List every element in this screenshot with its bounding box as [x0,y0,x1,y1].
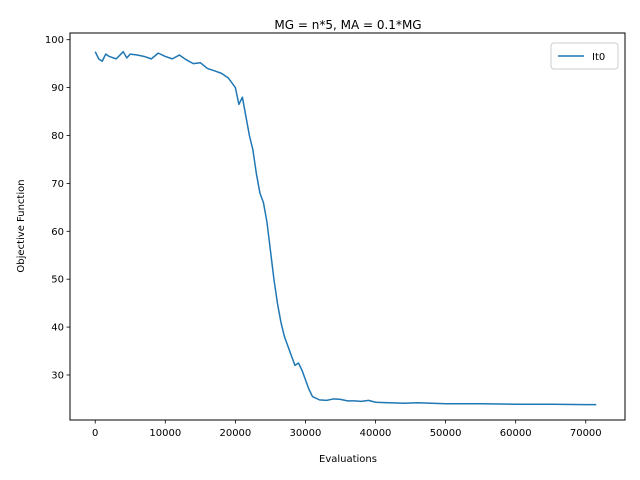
legend-label-it0: It0 [592,52,605,63]
legend-box [550,42,619,70]
y-tick-label: 80 [51,131,64,142]
x-tick-label: 10000 [149,428,181,439]
y-axis-label: Objective Function [16,179,27,272]
x-tick-label: 0 [92,428,98,439]
plot-frame [69,32,626,421]
legend: It0 [550,42,619,70]
y-tick-label: 90 [51,83,64,94]
chart-title: MG = n*5, MA = 0.1*MG [274,18,421,32]
y-tick-label: 40 [51,323,64,334]
x-tick-label: 30000 [290,428,322,439]
y-tick-label: 70 [51,179,64,190]
y-tick-label: 100 [45,35,64,46]
y-tick-label: 50 [51,275,64,286]
y-tick-label: 30 [51,370,64,381]
x-axis-label: Evaluations [319,454,377,465]
series-line-it0 [94,50,597,406]
y-tick-label: 60 [51,227,64,238]
x-tick-label: 60000 [500,428,532,439]
plot-area [70,33,625,420]
x-tick-label: 70000 [570,428,602,439]
x-tick-label: 40000 [360,428,392,439]
x-tick-label: 20000 [219,428,251,439]
x-tick-label: 50000 [430,428,462,439]
